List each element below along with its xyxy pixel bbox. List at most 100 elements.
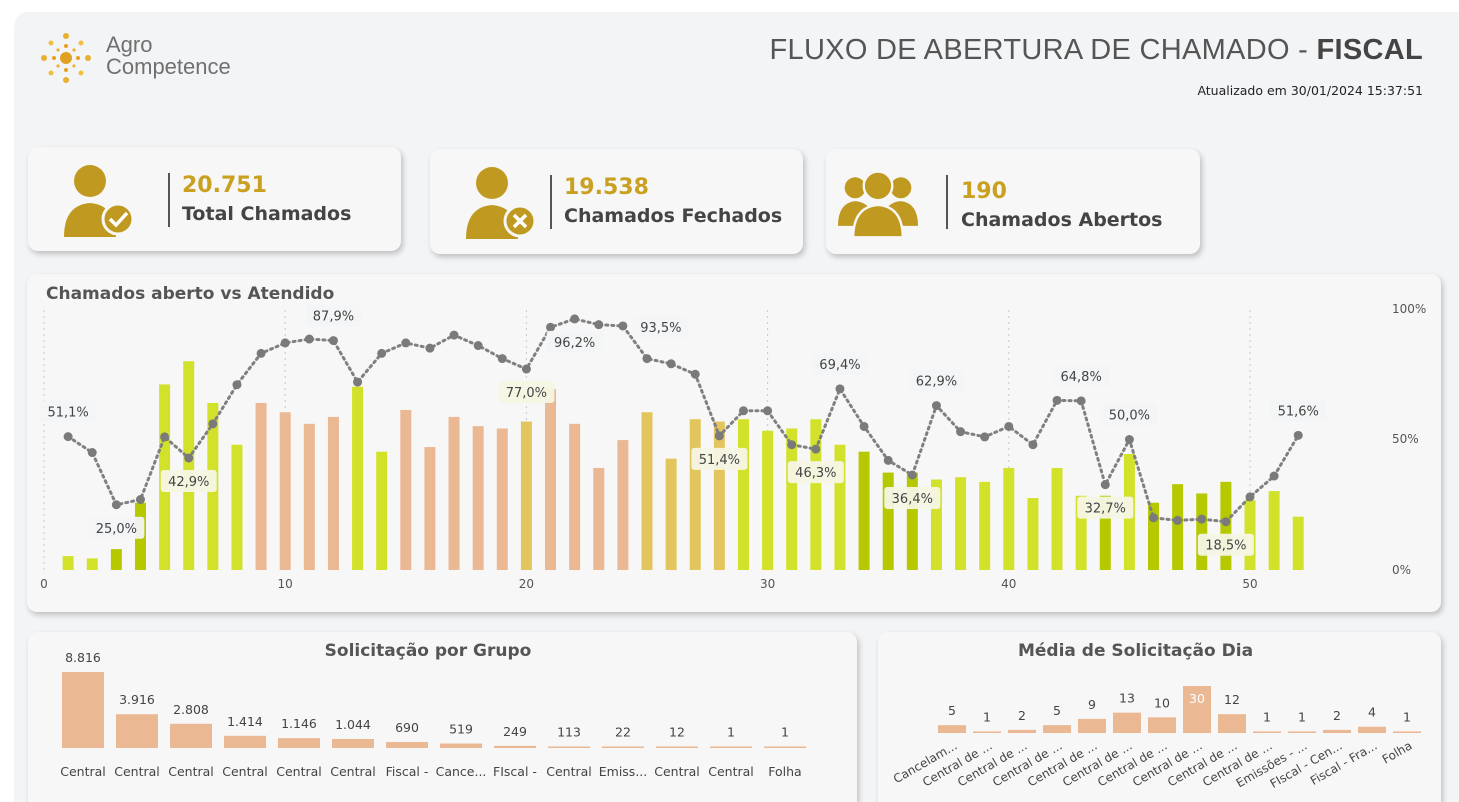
bar bbox=[737, 419, 749, 570]
line-point bbox=[63, 432, 73, 442]
brand-line2: Competence bbox=[106, 54, 231, 79]
bar bbox=[713, 421, 725, 570]
category-label: Central bbox=[330, 764, 376, 779]
line-point bbox=[811, 444, 821, 454]
bar bbox=[593, 467, 605, 570]
group-chart-title: Solicitação por Grupo bbox=[324, 641, 532, 661]
line-point bbox=[1245, 492, 1255, 502]
bar bbox=[979, 481, 991, 570]
users-group-icon bbox=[838, 170, 918, 239]
category-label: Central bbox=[276, 764, 322, 779]
bar bbox=[1292, 516, 1304, 570]
line-point bbox=[280, 338, 290, 348]
data-label: 1 bbox=[1403, 709, 1411, 724]
bar bbox=[520, 421, 532, 570]
bar bbox=[930, 479, 942, 570]
bar bbox=[1075, 495, 1087, 570]
data-label: 1 bbox=[727, 725, 735, 740]
data-label-box bbox=[305, 304, 362, 327]
data-label: 249 bbox=[503, 724, 527, 739]
line-point bbox=[1149, 513, 1159, 523]
category-label: Central bbox=[654, 764, 700, 779]
data-label: 1 bbox=[1298, 709, 1306, 724]
data-label: 690 bbox=[395, 720, 419, 735]
line-point bbox=[883, 455, 893, 465]
bar bbox=[1253, 731, 1281, 733]
line-point bbox=[1004, 421, 1014, 431]
kpi-separator bbox=[550, 175, 552, 229]
data-label-box bbox=[632, 315, 689, 338]
bar bbox=[352, 386, 364, 570]
bar bbox=[1358, 726, 1386, 733]
data-label: 64,8% bbox=[1061, 370, 1102, 385]
data-label: 1 bbox=[1263, 709, 1271, 724]
brand-logo: Agro Competence bbox=[36, 28, 266, 92]
bar bbox=[810, 419, 822, 570]
bar bbox=[424, 447, 436, 570]
bar bbox=[255, 402, 267, 570]
bar bbox=[1323, 729, 1351, 733]
bar bbox=[665, 458, 677, 570]
brand-name: Agro Competence bbox=[106, 34, 231, 78]
bar bbox=[86, 558, 98, 570]
data-label: 32,7% bbox=[1085, 502, 1126, 517]
kpi-label: Chamados Abertos bbox=[961, 209, 1163, 231]
line-point bbox=[956, 427, 966, 437]
line-point bbox=[666, 359, 676, 369]
line-point bbox=[232, 380, 242, 390]
line-point bbox=[859, 421, 869, 431]
data-label: 10 bbox=[1154, 695, 1170, 710]
line-point bbox=[353, 377, 363, 387]
line-point bbox=[714, 431, 724, 441]
category-label: Fiscal - bbox=[386, 764, 429, 779]
data-label-box bbox=[811, 352, 868, 375]
x-tick-label: 10 bbox=[278, 577, 293, 591]
bar bbox=[1051, 467, 1063, 570]
line-point bbox=[546, 322, 556, 332]
y-tick-label: 0% bbox=[1392, 563, 1411, 577]
bar bbox=[569, 423, 581, 570]
line-point bbox=[160, 432, 170, 442]
data-label-box bbox=[40, 400, 97, 423]
title-main: FLUXO DE ABERTURA DE CHAMADO - bbox=[769, 34, 1317, 66]
line-point bbox=[304, 334, 314, 344]
bar bbox=[764, 746, 806, 748]
line-point bbox=[1028, 440, 1038, 450]
kpi-card-open: 190 Chamados Abertos bbox=[826, 149, 1200, 254]
x-tick-label: 0 bbox=[40, 577, 48, 591]
line-point bbox=[497, 354, 507, 364]
kpi-value: 19.538 bbox=[564, 175, 649, 200]
bar bbox=[548, 746, 590, 748]
bar bbox=[1043, 725, 1071, 733]
bar bbox=[973, 731, 1001, 733]
bar bbox=[955, 477, 967, 570]
data-label: 2 bbox=[1333, 708, 1341, 723]
data-label-box bbox=[1197, 533, 1254, 556]
bar bbox=[834, 444, 846, 570]
bar bbox=[400, 409, 412, 570]
bar bbox=[602, 746, 644, 748]
brand-line1: Agro bbox=[106, 32, 153, 57]
kpi-label: Chamados Fechados bbox=[564, 205, 783, 227]
data-label: 87,9% bbox=[313, 310, 354, 325]
data-label: 25,0% bbox=[96, 522, 137, 537]
data-label-box bbox=[908, 369, 965, 392]
bar bbox=[231, 444, 243, 570]
data-label: 1.414 bbox=[227, 714, 263, 729]
line-point bbox=[1173, 515, 1183, 525]
line-point bbox=[931, 401, 941, 411]
title-bold: FISCAL bbox=[1316, 34, 1423, 66]
main-chart-title: Chamados aberto vs Atendido bbox=[46, 284, 335, 304]
category-label: Folha bbox=[1380, 738, 1415, 766]
data-label: 42,9% bbox=[168, 475, 209, 490]
line-point bbox=[208, 419, 218, 429]
x-tick-label: 30 bbox=[760, 577, 775, 591]
bar bbox=[1172, 484, 1184, 570]
bar bbox=[545, 389, 557, 570]
bar bbox=[1003, 467, 1015, 570]
bar bbox=[906, 472, 918, 570]
bar bbox=[617, 440, 629, 570]
data-label-box bbox=[691, 447, 748, 470]
category-label: Central bbox=[708, 764, 754, 779]
category-label: Central bbox=[222, 764, 268, 779]
